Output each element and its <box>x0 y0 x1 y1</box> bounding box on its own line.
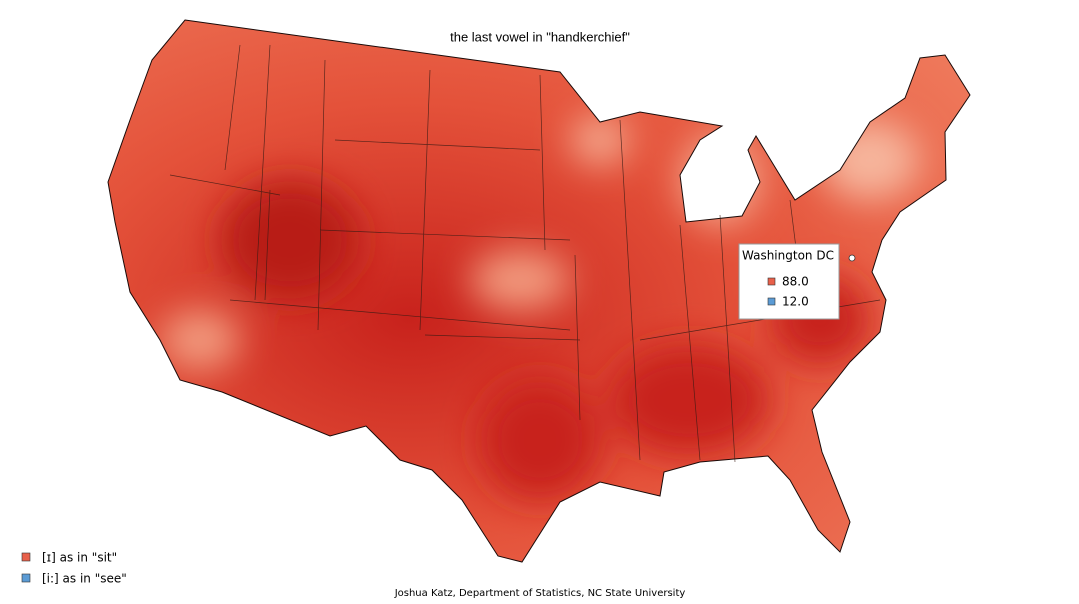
tooltip-swatch <box>767 277 776 286</box>
tooltip-box <box>738 243 840 320</box>
state-borders <box>169 44 881 463</box>
tooltip-title: Washington DC <box>742 249 834 263</box>
tooltip-swatch <box>767 297 776 306</box>
tooltip-value: 88.0 <box>782 275 809 289</box>
legend-label[interactable]: [i:] as in "see" <box>42 572 127 586</box>
tooltip-value: 12.0 <box>782 295 809 309</box>
legend: [ɪ] as in "sit" [i:] as in "see" <box>21 551 127 586</box>
legend-swatch <box>21 573 31 583</box>
tooltip: Washington DC 88.0 12.0 <box>738 243 856 320</box>
legend-swatch <box>21 552 31 562</box>
map-title: the last vowel in "handkerchief" <box>450 29 630 44</box>
credit: Joshua Katz, Department of Statistics, N… <box>394 588 686 599</box>
location-marker <box>848 254 856 262</box>
legend-label[interactable]: [ɪ] as in "sit" <box>42 551 117 565</box>
us-map <box>107 19 971 563</box>
